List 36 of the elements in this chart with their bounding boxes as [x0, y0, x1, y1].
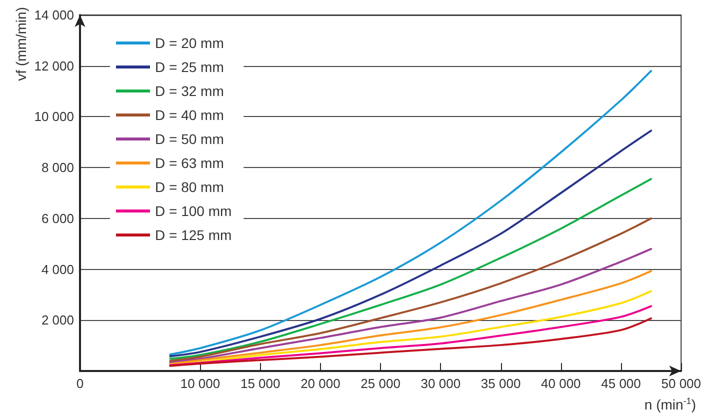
x-tick-label: 40 000: [541, 376, 581, 391]
y-tick-label: 14 000: [34, 8, 74, 22]
legend-label: D = 63 mm: [155, 155, 224, 171]
legend-label: D = 50 mm: [155, 131, 224, 147]
x-tick-label: 50 000: [661, 376, 701, 391]
x-tick-label: 30 000: [420, 376, 461, 391]
x-tick-label: 35 000: [480, 376, 521, 391]
legend-label: D = 80 mm: [155, 179, 224, 195]
legend-label: D = 20 mm: [155, 35, 224, 51]
y-tick-label: 4 000: [41, 262, 74, 277]
x-tick-label: 25 000: [360, 376, 400, 391]
y-tick-label: 2 000: [41, 312, 74, 328]
y-tick-label: 12 000: [34, 58, 74, 74]
line-series: [169, 305, 652, 366]
x-tick-label: 45 000: [601, 376, 641, 391]
line-series: [169, 248, 652, 364]
x-tick-label: 15 000: [240, 376, 280, 391]
line-series: [169, 290, 652, 366]
line-series: [169, 178, 652, 360]
y-tick-label: 8 000: [41, 160, 74, 176]
x-axis-title: n (min$^{-1}$): [644, 396, 696, 413]
line-series: [169, 317, 652, 367]
line-series: [169, 130, 652, 358]
line-series: [169, 217, 652, 362]
legend-label: D = 32 mm: [155, 83, 224, 99]
y-axis-title: vf (mm/min): [13, 7, 29, 81]
x-tick-label: 20 000: [300, 376, 340, 391]
legend-label: D = 40 mm: [155, 107, 224, 123]
legend-label: D = 125 mm: [155, 227, 232, 243]
y-tick-label: 6 000: [41, 210, 74, 226]
x-tick-label: 10 000: [180, 376, 220, 391]
line-series: [169, 270, 652, 365]
legend-label: D = 25 mm: [155, 59, 224, 75]
y-tick-label: 10 000: [34, 109, 74, 124]
legend-label: D = 100 mm: [155, 203, 232, 219]
x-tick-label: 0: [76, 376, 84, 391]
